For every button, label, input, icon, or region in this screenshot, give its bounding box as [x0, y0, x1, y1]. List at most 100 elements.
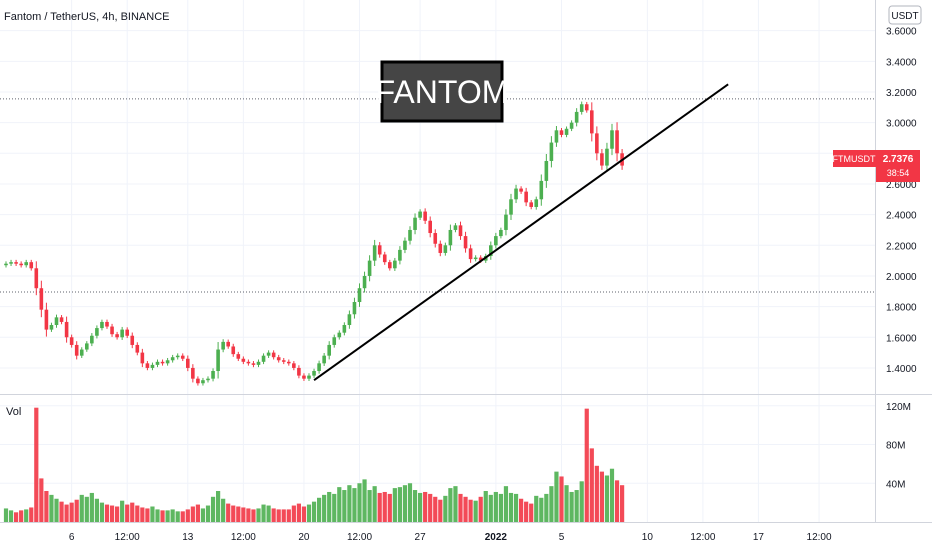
volume-bar: [322, 494, 327, 522]
volume-bar: [604, 475, 610, 522]
time-tick-label: 10: [642, 532, 654, 543]
volume-bar: [226, 503, 231, 522]
candle-body: [524, 191, 528, 203]
volume-bar: [170, 509, 175, 522]
volume-tick-label: 80M: [886, 441, 905, 452]
candle-body: [44, 309, 49, 330]
candle-body: [403, 240, 407, 250]
candle-body: [85, 343, 89, 350]
volume-bar: [544, 493, 549, 522]
symbol-price-badge[interactable]: FTMUSDT 2.7376 38:54: [833, 150, 921, 182]
time-tick-label: 5: [559, 532, 565, 543]
candle-body: [74, 344, 79, 356]
candle-body: [534, 199, 539, 207]
volume-bar: [539, 497, 544, 522]
time-tick-label: 12:00: [347, 532, 372, 543]
volume-bar: [423, 491, 428, 522]
candle-body: [216, 349, 220, 372]
volume-bar: [412, 490, 418, 522]
time-axis[interactable]: 6 12:00 13 12:00 20 12:00 27 2022 5 10 12:00 17 12:0…: [69, 532, 832, 543]
volume-bar: [367, 490, 372, 522]
candle-body: [312, 371, 316, 376]
candle-body: [145, 363, 150, 368]
volume-bar: [534, 495, 539, 522]
volume-bar: [493, 491, 498, 522]
last-price: 2.7376: [883, 154, 914, 165]
volume-bar: [473, 500, 478, 522]
candle-body: [393, 260, 397, 269]
volume-bar: [296, 503, 301, 522]
volume-bar: [463, 496, 468, 522]
volume-bar: [609, 468, 615, 522]
volume-bar: [135, 505, 140, 522]
candle-body: [246, 361, 251, 364]
volume-bar: [64, 504, 69, 522]
candle-body: [554, 130, 559, 143]
candle-body: [251, 363, 256, 365]
volume-bar: [352, 488, 357, 522]
volume-bar: [89, 492, 94, 522]
candle-body: [221, 341, 225, 350]
time-tick-label: 12:00: [807, 532, 832, 543]
candle-body: [29, 262, 34, 269]
candle-body: [398, 249, 402, 261]
volume-bar: [614, 480, 620, 522]
time-tick-label: 2022: [485, 532, 508, 543]
time-tick-label: 17: [753, 532, 765, 543]
volume-bar: [372, 486, 377, 522]
volume-bar: [200, 508, 206, 522]
candle-body: [433, 233, 438, 244]
time-tick-label: 27: [415, 532, 427, 543]
volume-bar: [231, 505, 236, 522]
candle-body: [165, 360, 170, 364]
candle-body: [241, 358, 246, 362]
candle-body: [494, 236, 498, 246]
volume-bar: [29, 507, 34, 522]
candle-body: [458, 225, 463, 237]
candle-body: [24, 262, 28, 266]
volume-bar: [443, 495, 448, 522]
volume-bar: [529, 503, 534, 522]
candle-body: [100, 321, 104, 329]
candle-body: [408, 229, 412, 241]
volume-bar: [104, 504, 110, 522]
candle-body: [423, 211, 427, 221]
candle-body: [322, 355, 326, 364]
currency-badge[interactable]: USDT: [888, 5, 922, 25]
candle-body: [49, 325, 54, 330]
fantom-annotation[interactable]: FANTOM: [376, 60, 509, 123]
volume-bar: [8, 510, 14, 522]
volume-axis[interactable]: 40M 80M 120M: [886, 402, 911, 491]
trendline[interactable]: [313, 83, 729, 382]
volume-bar: [34, 407, 39, 522]
candle-body: [372, 245, 377, 261]
candle-body: [95, 328, 99, 336]
candle-body: [59, 317, 64, 322]
volume-bar: [453, 486, 458, 522]
candle-body: [600, 153, 604, 166]
candle-body: [281, 360, 286, 362]
candle-body: [337, 332, 342, 338]
volume-bar: [342, 490, 347, 522]
candle-body: [610, 130, 614, 149]
volume-bar: [332, 493, 337, 522]
volume-bar: [49, 494, 54, 522]
volume-bar: [579, 481, 584, 522]
candle-body: [559, 130, 564, 135]
candle-body: [605, 148, 609, 166]
price-axis[interactable]: 1.4000 1.6000 1.8000 2.0000 2.2000 2.4000 2.60…: [886, 27, 917, 375]
price-tick-label: 3.2000: [886, 88, 917, 99]
candle-body: [539, 180, 544, 200]
time-tick-label: 12:00: [115, 532, 140, 543]
volume-bar: [261, 504, 266, 522]
volume-bar: [281, 509, 286, 522]
candle-body: [443, 245, 448, 253]
volume-bar: [402, 485, 408, 522]
candle-body: [307, 375, 311, 379]
candle-body: [448, 229, 453, 246]
candle-body: [615, 130, 619, 154]
candle-body: [544, 160, 549, 181]
candle-body: [120, 329, 124, 338]
volume-bar: [337, 487, 342, 522]
